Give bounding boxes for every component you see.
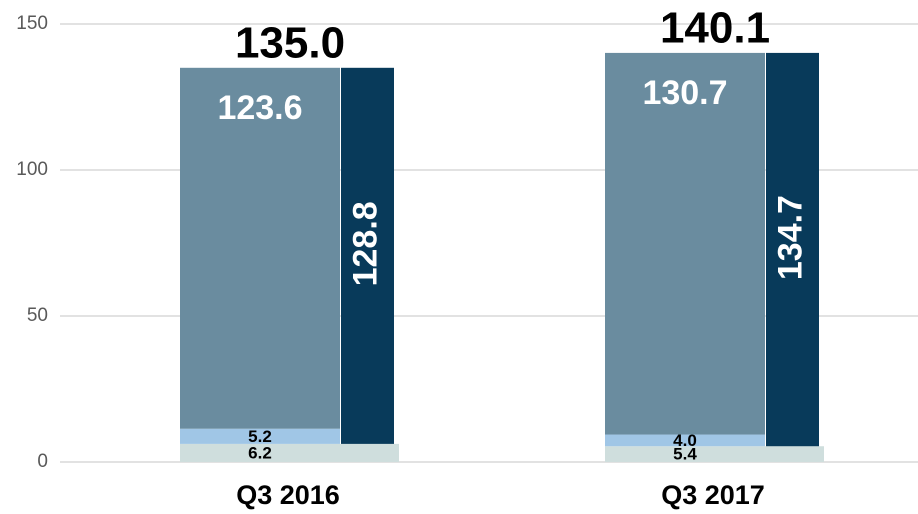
value-label: 5.2	[248, 427, 272, 446]
y-tick-label: 0	[37, 451, 48, 472]
x-tick-label: Q3 2016	[236, 480, 340, 510]
bar-segment	[180, 428, 340, 444]
total-label: 135.0	[235, 18, 345, 67]
value-label: 134.7	[771, 195, 809, 280]
y-tick-label: 50	[27, 305, 48, 326]
bar-segment	[341, 67, 394, 444]
bar-segment	[180, 67, 340, 429]
bar-segment	[180, 443, 399, 462]
value-label: 5.4	[673, 445, 697, 464]
value-label: 6.2	[248, 443, 272, 462]
y-tick-label: 150	[16, 13, 48, 34]
bar-segment	[605, 434, 765, 447]
y-tick-label: 100	[16, 159, 48, 180]
bar-segment	[605, 446, 824, 462]
value-label: 128.8	[346, 201, 384, 286]
bar-segment	[605, 52, 765, 435]
value-label: 123.6	[217, 89, 302, 127]
value-label: 4.0	[673, 431, 697, 450]
value-label: 130.7	[642, 74, 727, 112]
total-label: 140.1	[660, 4, 770, 53]
x-tick-label: Q3 2017	[661, 480, 765, 510]
bar-segment	[766, 52, 819, 447]
